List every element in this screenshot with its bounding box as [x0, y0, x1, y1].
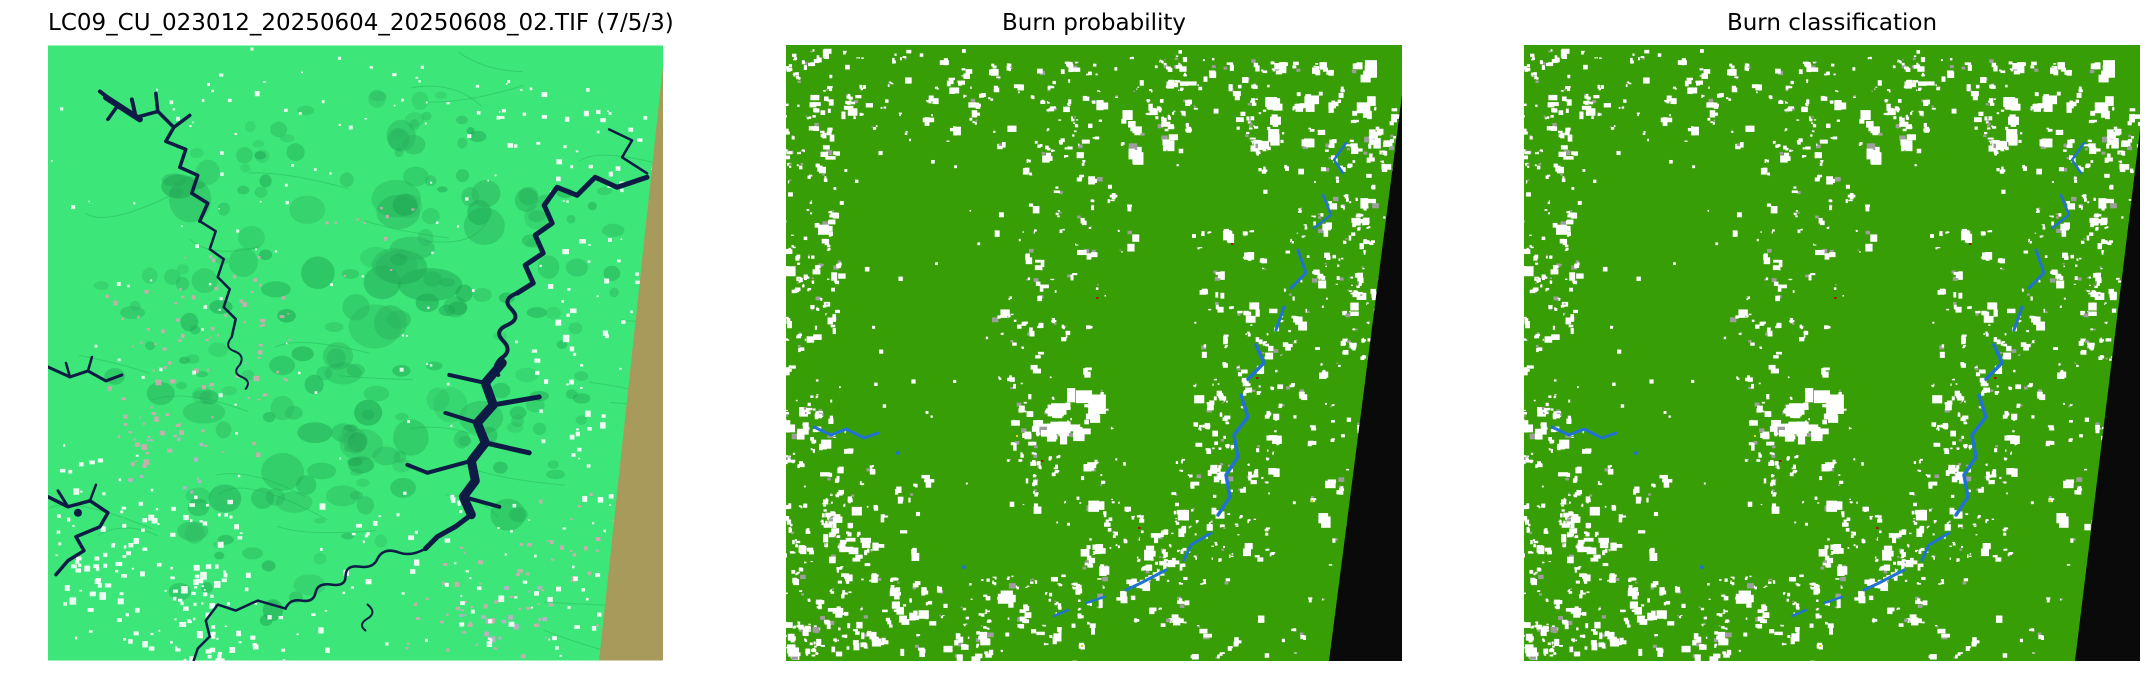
source-falsecolor-image	[48, 45, 663, 661]
burn-probability-image	[786, 45, 1402, 661]
source-image-panel	[48, 45, 663, 661]
burn-probability-title: Burn probability	[1001, 10, 1186, 36]
burn-classification-panel	[1524, 45, 2140, 661]
burn-classification-title: Burn classification	[1726, 10, 1938, 36]
burn-probability-panel	[786, 45, 1402, 661]
source-panel-title: LC09_CU_023012_20250604_20250608_02.TIF …	[48, 10, 674, 36]
burn-classification-image	[1524, 45, 2140, 661]
